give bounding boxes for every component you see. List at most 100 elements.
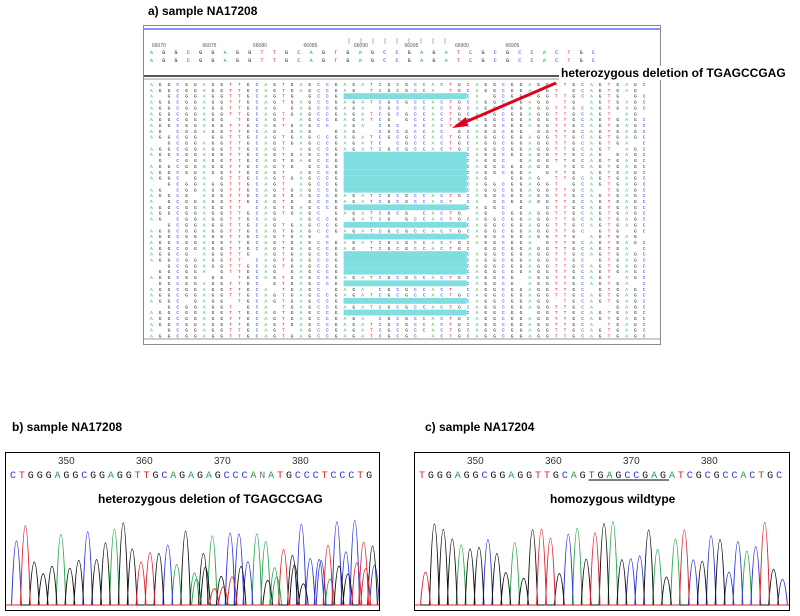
svg-text:G: G <box>291 240 294 246</box>
svg-text:C: C <box>643 328 646 334</box>
svg-text:G: G <box>537 222 540 228</box>
svg-text:G: G <box>599 293 602 299</box>
svg-text:G: G <box>159 316 162 322</box>
svg-text:A: A <box>528 304 531 310</box>
svg-text:G: G <box>273 94 276 100</box>
svg-text:T: T <box>282 141 285 147</box>
svg-text:A: A <box>528 141 531 147</box>
svg-text:C: C <box>396 123 399 129</box>
svg-text:T: T <box>370 141 373 147</box>
svg-text:A: A <box>590 310 593 316</box>
svg-text:G: G <box>159 205 162 211</box>
svg-text:C: C <box>176 100 179 106</box>
svg-text:G: G <box>194 246 197 252</box>
svg-text:T: T <box>229 293 232 299</box>
svg-text:G: G <box>185 181 188 187</box>
svg-text:G: G <box>291 187 294 193</box>
svg-text:A: A <box>432 328 435 334</box>
svg-text:G: G <box>247 117 250 123</box>
svg-text:C: C <box>440 228 443 234</box>
svg-text:A: A <box>203 281 206 287</box>
svg-text:G: G <box>194 258 197 264</box>
base-call: A <box>606 471 612 482</box>
svg-text:A: A <box>476 105 479 111</box>
svg-text:A: A <box>150 275 153 281</box>
svg-text:G: G <box>220 269 223 275</box>
svg-text:C: C <box>396 88 399 94</box>
svg-text:A: A <box>590 164 593 170</box>
svg-text:G: G <box>493 287 496 293</box>
svg-text:G: G <box>511 316 514 322</box>
svg-text:C: C <box>643 263 646 269</box>
svg-text:G: G <box>599 176 602 182</box>
svg-text:C: C <box>502 228 505 234</box>
svg-text:G: G <box>388 105 391 111</box>
svg-text:C: C <box>396 275 399 281</box>
svg-text:T: T <box>229 158 232 164</box>
svg-text:C: C <box>414 217 417 223</box>
svg-text:T: T <box>229 281 232 287</box>
svg-text:T: T <box>564 152 567 158</box>
svg-text:T: T <box>555 94 558 100</box>
svg-text:G: G <box>273 176 276 182</box>
svg-text:C: C <box>502 252 505 258</box>
svg-text:C: C <box>256 316 259 322</box>
svg-text:G: G <box>194 211 197 217</box>
svg-text:C: C <box>643 240 646 246</box>
svg-text:C: C <box>326 187 329 193</box>
svg-text:G: G <box>162 58 165 64</box>
svg-text:C: C <box>414 82 417 88</box>
svg-text:T: T <box>238 129 241 135</box>
svg-text:G: G <box>511 181 514 187</box>
svg-text:G: G <box>493 228 496 234</box>
svg-text:G: G <box>537 187 540 193</box>
svg-text:G: G <box>546 287 549 293</box>
svg-text:G: G <box>546 275 549 281</box>
svg-text:C: C <box>440 211 443 217</box>
svg-text:A: A <box>203 141 206 147</box>
base-call: G <box>90 471 96 482</box>
svg-text:C: C <box>317 240 320 246</box>
svg-text:G: G <box>185 228 188 234</box>
svg-text:C: C <box>317 217 320 223</box>
svg-text:C: C <box>317 316 320 322</box>
svg-text:G: G <box>194 199 197 205</box>
svg-text:C: C <box>440 135 443 141</box>
svg-text:G: G <box>335 88 338 94</box>
svg-text:G: G <box>616 222 619 228</box>
svg-text:T: T <box>608 293 611 299</box>
svg-text:T: T <box>238 310 241 316</box>
svg-text:A: A <box>528 105 531 111</box>
svg-text:A: A <box>264 252 267 258</box>
svg-text:T: T <box>564 176 567 182</box>
svg-text:G: G <box>247 158 250 164</box>
svg-text:C: C <box>414 135 417 141</box>
svg-text:G: G <box>220 293 223 299</box>
svg-text:G: G <box>322 58 325 64</box>
svg-text:G: G <box>168 334 171 340</box>
svg-text:T: T <box>229 193 232 199</box>
svg-text:G: G <box>599 88 602 94</box>
svg-text:G: G <box>537 164 540 170</box>
svg-text:G: G <box>511 252 514 258</box>
svg-text:G: G <box>520 304 523 310</box>
svg-text:G: G <box>220 217 223 223</box>
svg-text:G: G <box>484 228 487 234</box>
svg-text:T: T <box>457 50 460 56</box>
svg-text:A: A <box>476 293 479 299</box>
svg-text:C: C <box>256 240 259 246</box>
svg-text:T: T <box>608 164 611 170</box>
svg-text:T: T <box>608 105 611 111</box>
svg-text:A: A <box>344 123 347 129</box>
svg-text:G: G <box>346 58 349 64</box>
svg-text:G: G <box>247 82 250 88</box>
svg-text:G: G <box>168 298 171 304</box>
svg-text:C: C <box>440 117 443 123</box>
svg-text:C: C <box>176 228 179 234</box>
svg-text:G: G <box>212 275 215 281</box>
svg-text:G: G <box>371 50 374 56</box>
svg-text:G: G <box>493 111 496 117</box>
svg-text:T: T <box>238 94 241 100</box>
svg-text:A: A <box>150 170 153 176</box>
